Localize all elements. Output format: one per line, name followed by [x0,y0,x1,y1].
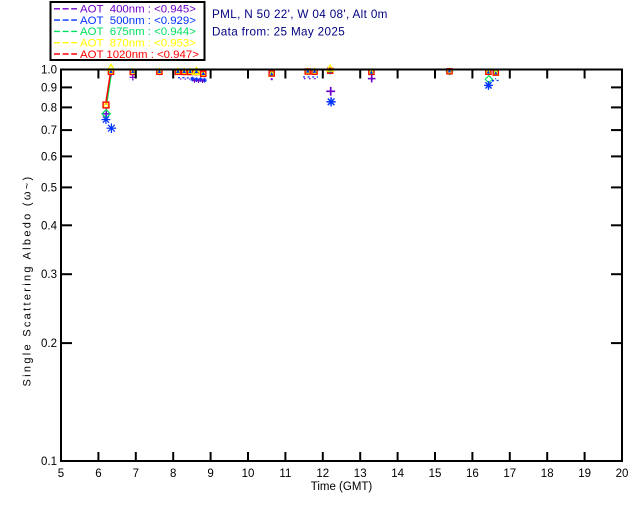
svg-text:0.5: 0.5 [41,182,57,194]
svg-text:0.8: 0.8 [41,102,57,114]
svg-text:10: 10 [242,468,255,480]
svg-text:13: 13 [354,468,367,480]
svg-text:20: 20 [616,468,629,480]
svg-text:14: 14 [391,468,404,480]
svg-text:5: 5 [58,468,64,480]
svg-text:8: 8 [170,468,176,480]
svg-text:0.7: 0.7 [41,125,57,137]
svg-text:11: 11 [279,468,291,480]
svg-text:18: 18 [541,468,554,480]
svg-text:1.0: 1.0 [41,65,57,77]
svg-text:0.4: 0.4 [41,220,58,232]
svg-text:0.6: 0.6 [41,151,57,163]
svg-text:9: 9 [207,468,213,480]
svg-text:0.9: 0.9 [41,82,57,94]
svg-text:AOT 500nm : <0.929>: AOT 500nm : <0.929> [80,15,196,27]
svg-text:AOT 1020nm : <0.947>: AOT 1020nm : <0.947> [80,49,199,61]
svg-text:7: 7 [133,468,139,480]
svg-text:PML, N 50 22', W 04 08', Alt 0: PML, N 50 22', W 04 08', Alt 0m [212,8,388,21]
svg-text:19: 19 [578,468,591,480]
svg-text:15: 15 [429,468,442,480]
svg-text:Data from: 25 May 2025: Data from: 25 May 2025 [212,26,345,39]
svg-text:AOT 675nm : <0.944>: AOT 675nm : <0.944> [80,26,196,38]
svg-text:0.3: 0.3 [41,269,57,281]
svg-text:16: 16 [466,468,479,480]
svg-text:AOT 400nm : <0.945>: AOT 400nm : <0.945> [80,4,196,16]
svg-text:Time (GMT): Time (GMT) [311,481,373,493]
svg-text:AOT 870nm : <0.953>: AOT 870nm : <0.953> [80,38,196,50]
svg-text:0.2: 0.2 [41,338,57,350]
svg-text:17: 17 [503,468,516,480]
svg-text:Single Scattering Albedo (ω~): Single Scattering Albedo (ω~) [22,175,34,387]
svg-text:6: 6 [95,468,101,480]
svg-text:0.1: 0.1 [41,456,57,468]
svg-text:12: 12 [316,468,329,480]
